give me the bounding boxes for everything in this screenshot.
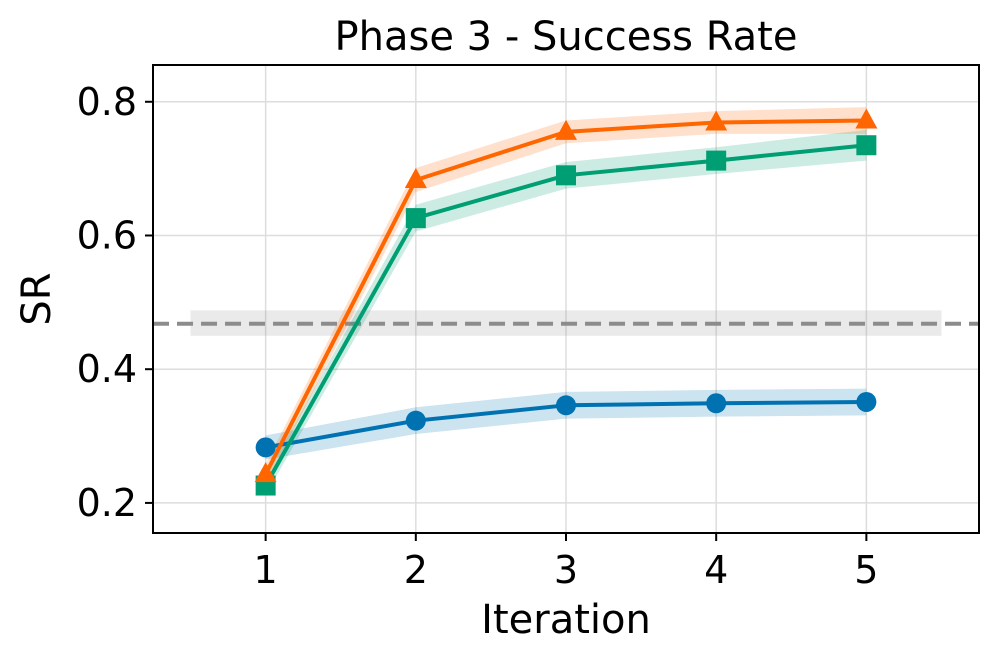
x-tick-label: 5	[854, 548, 878, 592]
x-axis-label: Iteration	[481, 597, 651, 643]
series-orange-point	[705, 110, 728, 131]
series-green-point	[706, 150, 727, 171]
series-green-point	[405, 208, 426, 229]
series-green-point	[856, 135, 877, 156]
series-blue-point	[556, 395, 576, 416]
series-markers	[254, 108, 878, 496]
y-tick-label: 0.6	[77, 213, 137, 257]
y-tick-label: 0.2	[77, 481, 137, 525]
y-tick-label: 0.4	[77, 347, 137, 391]
chart-title: Phase 3 - Success Rate	[335, 14, 798, 60]
x-tick-label: 2	[404, 548, 428, 592]
series-orange-point	[855, 108, 878, 129]
series-green-point	[556, 165, 576, 186]
series-orange-point	[555, 119, 577, 140]
x-tick-label: 1	[254, 548, 278, 592]
axis-ticks: 1 2 3 4 5 0.2 0.4 0.6 0.8	[77, 80, 879, 592]
baseline-group	[153, 310, 979, 336]
series-orange-point	[404, 167, 427, 188]
grid	[153, 65, 979, 533]
y-tick-label: 0.8	[77, 80, 137, 124]
x-tick-label: 3	[554, 548, 578, 592]
x-tick-label: 4	[704, 548, 728, 592]
series-blue-point	[255, 437, 276, 458]
series-blue-point	[706, 393, 727, 414]
y-axis-label: SR	[14, 272, 60, 325]
series-blue-point	[856, 391, 877, 412]
series-blue-point	[405, 410, 426, 431]
series-orange-point	[254, 462, 277, 483]
